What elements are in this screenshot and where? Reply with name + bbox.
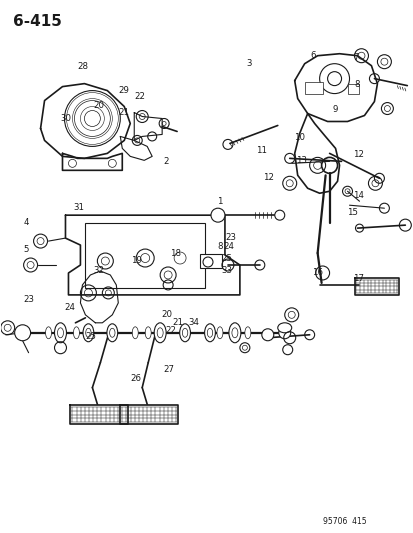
Polygon shape xyxy=(80,271,118,323)
Bar xyxy=(347,84,358,94)
Circle shape xyxy=(261,329,273,341)
Text: 4: 4 xyxy=(23,218,29,227)
Text: 32: 32 xyxy=(93,266,104,275)
Text: 24: 24 xyxy=(64,303,76,312)
Text: 18: 18 xyxy=(169,249,180,258)
Text: 20: 20 xyxy=(161,310,172,319)
Text: 30: 30 xyxy=(60,114,71,123)
Polygon shape xyxy=(120,136,152,160)
Text: 21: 21 xyxy=(171,318,183,327)
Circle shape xyxy=(14,325,31,341)
Text: 9: 9 xyxy=(332,106,337,114)
Polygon shape xyxy=(120,405,178,424)
Polygon shape xyxy=(40,84,130,158)
Ellipse shape xyxy=(216,327,223,339)
Ellipse shape xyxy=(132,327,138,339)
Ellipse shape xyxy=(73,327,79,339)
Polygon shape xyxy=(294,114,339,193)
Ellipse shape xyxy=(85,328,91,337)
Ellipse shape xyxy=(157,328,163,338)
Text: 34: 34 xyxy=(188,318,199,327)
Ellipse shape xyxy=(107,324,117,342)
Text: 8: 8 xyxy=(217,242,222,251)
Text: 14: 14 xyxy=(353,191,363,200)
Ellipse shape xyxy=(145,327,151,339)
Polygon shape xyxy=(62,154,122,171)
Bar xyxy=(199,254,221,268)
Bar xyxy=(304,82,322,94)
Ellipse shape xyxy=(83,324,94,342)
Ellipse shape xyxy=(154,323,166,343)
Ellipse shape xyxy=(204,324,215,342)
Text: 1: 1 xyxy=(217,197,222,206)
Circle shape xyxy=(211,208,224,222)
Text: 12: 12 xyxy=(262,173,273,182)
Text: 2: 2 xyxy=(163,157,169,166)
Text: 13: 13 xyxy=(295,156,306,165)
Text: 28: 28 xyxy=(77,62,88,71)
Ellipse shape xyxy=(45,327,51,339)
Text: 20: 20 xyxy=(93,101,104,110)
Polygon shape xyxy=(134,112,162,140)
Text: 15: 15 xyxy=(347,208,357,217)
Text: 25: 25 xyxy=(85,332,96,341)
Text: 6: 6 xyxy=(309,51,315,60)
Text: 25: 25 xyxy=(221,254,232,263)
Text: 24: 24 xyxy=(223,242,234,251)
Bar xyxy=(85,223,204,288)
Text: 95706  415: 95706 415 xyxy=(322,516,365,526)
Text: 23: 23 xyxy=(225,233,236,242)
Text: 19: 19 xyxy=(131,256,141,264)
Ellipse shape xyxy=(244,327,250,339)
Text: 29: 29 xyxy=(118,86,129,95)
Polygon shape xyxy=(354,278,399,295)
Text: 8: 8 xyxy=(354,80,359,89)
Circle shape xyxy=(274,210,284,220)
Ellipse shape xyxy=(179,324,190,342)
Ellipse shape xyxy=(228,323,240,343)
Text: 12: 12 xyxy=(353,150,363,159)
Text: 7: 7 xyxy=(353,53,358,62)
Text: 22: 22 xyxy=(165,326,176,335)
Text: 26: 26 xyxy=(131,374,141,383)
Polygon shape xyxy=(294,54,377,122)
Text: 31: 31 xyxy=(73,203,84,212)
Text: 23: 23 xyxy=(23,295,34,304)
Polygon shape xyxy=(70,405,128,424)
Text: 27: 27 xyxy=(163,365,174,374)
Ellipse shape xyxy=(207,328,212,337)
Ellipse shape xyxy=(277,323,291,333)
Text: 22: 22 xyxy=(135,92,145,101)
Text: 33: 33 xyxy=(221,266,232,275)
Ellipse shape xyxy=(57,328,63,338)
Text: 5: 5 xyxy=(23,245,29,254)
Text: 11: 11 xyxy=(256,146,267,155)
Text: 3: 3 xyxy=(246,59,251,68)
Ellipse shape xyxy=(182,328,188,337)
Ellipse shape xyxy=(231,328,237,338)
Ellipse shape xyxy=(109,328,115,337)
Polygon shape xyxy=(65,215,239,295)
Text: 21: 21 xyxy=(118,108,129,117)
Text: 17: 17 xyxy=(353,273,363,282)
Text: 6-415: 6-415 xyxy=(13,14,62,29)
Circle shape xyxy=(278,327,290,339)
Ellipse shape xyxy=(55,323,66,343)
Text: 10: 10 xyxy=(293,133,304,142)
Text: 16: 16 xyxy=(311,269,323,277)
